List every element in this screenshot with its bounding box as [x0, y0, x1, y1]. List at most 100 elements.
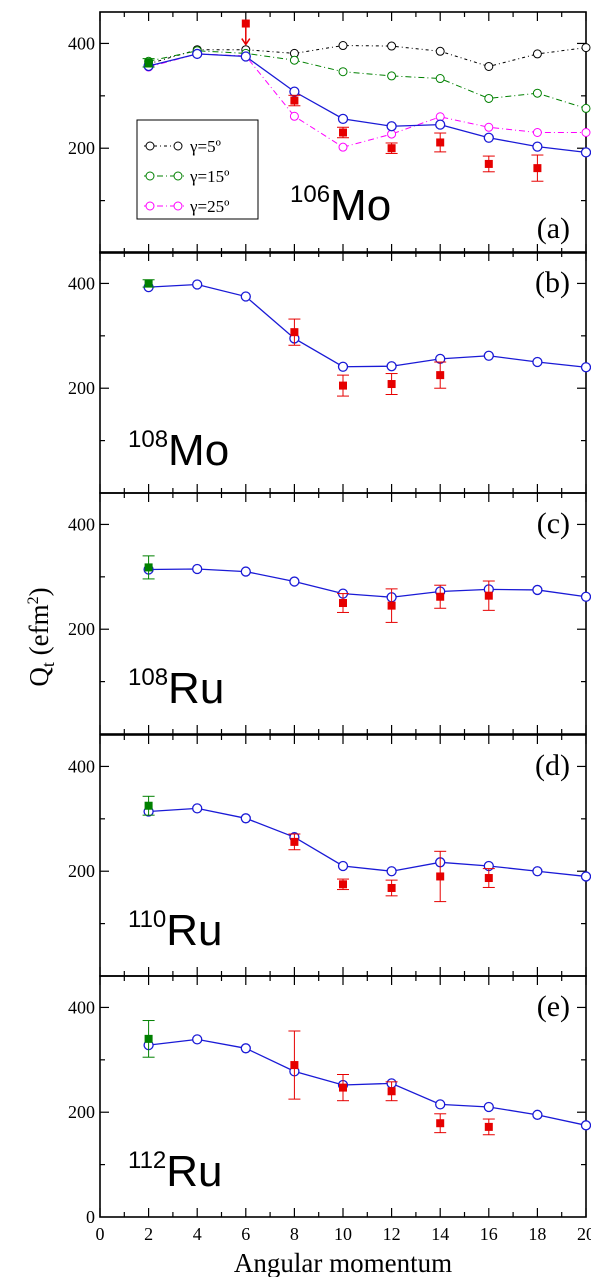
nucleus-label: 108Ru: [128, 664, 224, 713]
theory-point: [240, 51, 251, 62]
theory-point: [289, 86, 300, 97]
exp-point: [144, 1034, 153, 1043]
exp-point: [290, 1061, 299, 1070]
exp-point: [533, 164, 542, 173]
theory-line: [148, 568, 587, 598]
series-point-g15: [435, 74, 445, 84]
series-point-g15: [484, 93, 494, 103]
theory-point: [192, 48, 203, 60]
y-axis-label: Qt (efm2): [24, 587, 58, 686]
theory-point: [435, 119, 446, 130]
exp-point: [387, 601, 396, 610]
series-point-g15: [532, 88, 542, 98]
series-line-g5: [148, 45, 587, 68]
exp-point: [144, 58, 153, 67]
y-tick-label: 200: [68, 619, 95, 639]
theory-point: [483, 132, 494, 143]
theory-point: [337, 113, 349, 125]
theory-point: [435, 1099, 446, 1110]
x-tick-label: 8: [290, 1224, 299, 1244]
theory-point: [289, 576, 300, 587]
series-point-g25: [289, 111, 299, 121]
nucleus-symbol: Ru: [166, 906, 222, 955]
theory-point: [192, 803, 203, 814]
exp-point: [144, 801, 153, 810]
theory-point: [483, 350, 494, 361]
nucleus-symbol: Mo: [330, 181, 391, 230]
legend-marker-g25: [173, 201, 183, 211]
theory-point: [192, 279, 203, 290]
y-tick-label: 200: [68, 138, 95, 158]
legend-box: [136, 119, 259, 220]
x-tick-label: 10: [334, 1224, 352, 1244]
panel-a: 200 400 (a) 106Mo γ=5º γ=15º γ=25º: [68, 11, 591, 254]
nucleus-mass: 110: [128, 906, 166, 933]
x-tick-label: 6: [241, 1224, 250, 1244]
series-point-g25: [338, 142, 348, 152]
panel-label: (e): [537, 990, 570, 1023]
series-point-g5: [484, 61, 494, 71]
panel-label: (d): [535, 749, 570, 782]
theory-point: [580, 591, 591, 602]
nucleus-symbol: Mo: [168, 426, 229, 475]
series-line-g15: [148, 50, 587, 109]
exp-point: [339, 1083, 347, 1092]
x-tick-label: 0: [96, 1224, 105, 1244]
nucleus-label: 108Mo: [128, 426, 229, 475]
theory-line: [148, 807, 587, 878]
nucleus-symbol: Ru: [168, 664, 224, 713]
y-axis-label-unit: (efm: [24, 604, 54, 662]
y-axis-label-sub: t: [38, 662, 58, 667]
panel-d: 200 400 (d) 110Ru: [68, 734, 591, 977]
exp-point: [436, 371, 445, 380]
upper-limit-point: [241, 19, 250, 28]
legend-label-g25: γ=25º: [189, 197, 229, 216]
legend-marker-g25: [145, 201, 155, 211]
nucleus-label: 106Mo: [290, 181, 391, 230]
y-tick-label: 400: [68, 997, 95, 1017]
series-point-g25: [532, 128, 542, 137]
series-point-g15: [581, 103, 591, 113]
y-tick-label: 400: [68, 756, 95, 776]
series-point-g5: [581, 43, 591, 53]
exp-point: [387, 380, 396, 389]
x-tick-label: 18: [528, 1224, 546, 1244]
panel-label: (b): [535, 266, 570, 299]
theory-line: [148, 1038, 587, 1126]
y-tick-label: 200: [68, 378, 95, 398]
legend-marker-g5: [145, 141, 155, 151]
nucleus-mass: 108: [128, 426, 168, 453]
theory-point: [240, 291, 251, 302]
theory-point: [192, 563, 203, 575]
series-point-g25: [581, 128, 591, 137]
theory-point: [240, 1043, 251, 1054]
exp-point: [387, 144, 396, 153]
legend-marker-g15: [145, 171, 155, 181]
theory-point: [532, 584, 543, 596]
theory-point: [532, 866, 543, 877]
theory-point: [337, 361, 349, 372]
theory-line: [148, 283, 587, 368]
exp-point: [144, 563, 153, 572]
exp-point: [484, 591, 493, 600]
x-tick-label: 12: [383, 1224, 401, 1244]
series-point-g15: [387, 71, 397, 81]
theory-line: [148, 53, 587, 154]
exp-point: [436, 592, 445, 601]
series-point-g5: [435, 46, 445, 56]
theory-point: [580, 1120, 591, 1131]
theory-point: [240, 813, 251, 824]
y-axis-label-main: Q: [24, 667, 54, 687]
legend-label-g15: γ=15º: [189, 167, 229, 186]
nucleus-label: 110Ru: [128, 906, 223, 955]
exp-point: [387, 883, 396, 892]
theory-point: [483, 1101, 494, 1113]
x-tick-label: 2: [144, 1224, 153, 1244]
exp-point: [144, 279, 153, 288]
series-point-g15: [338, 67, 348, 77]
y-tick-label: 400: [68, 273, 95, 293]
series-point-g25: [484, 122, 494, 132]
x-tick-label: 4: [193, 1224, 202, 1244]
theory-point: [386, 866, 397, 877]
